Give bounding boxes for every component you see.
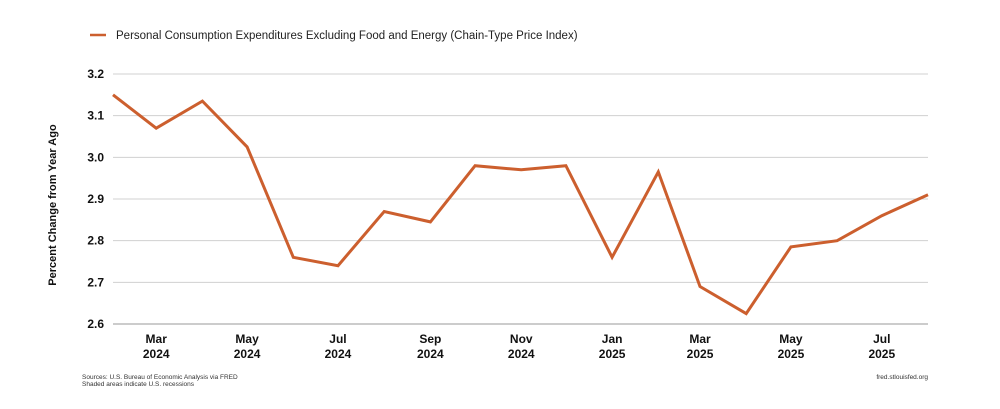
y-tick-label: 3.1 xyxy=(87,109,104,123)
x-tick-label-year: 2025 xyxy=(868,347,895,361)
x-tick-label-month: Jul xyxy=(873,332,890,346)
x-tick-label-year: 2025 xyxy=(599,347,626,361)
y-tick-label: 2.9 xyxy=(87,192,104,206)
y-tick-labels: 2.6 2.7 2.8 2.9 3.0 3.1 3.2 xyxy=(87,67,104,331)
y-tick-label: 2.8 xyxy=(87,234,104,248)
y-tick-label: 2.6 xyxy=(87,317,104,331)
x-tick-label-month: Nov xyxy=(510,332,533,346)
x-tick-label-month: Jan xyxy=(602,332,623,346)
x-tick-label-month: Sep xyxy=(419,332,441,346)
y-tick-label: 3.0 xyxy=(87,150,104,164)
x-tick-label-year: 2024 xyxy=(417,347,444,361)
series-line xyxy=(112,93,929,316)
x-tick-label-month: Jul xyxy=(329,332,346,346)
x-tick-label-month: Mar xyxy=(146,332,168,346)
series-layer xyxy=(112,93,929,316)
y-tick-label: 2.7 xyxy=(87,275,104,289)
x-tick-label-year: 2024 xyxy=(234,347,261,361)
x-tick-label-year: 2024 xyxy=(143,347,170,361)
x-tick-label-year: 2025 xyxy=(687,347,714,361)
y-axis-label: Percent Change from Year Ago xyxy=(47,124,59,286)
footer-site: fred.stlouisfed.org xyxy=(876,374,928,381)
x-tick-label-month: May xyxy=(235,332,259,346)
x-tick-labels: Mar2024May2024Jul2024Sep2024Nov2024Jan20… xyxy=(143,332,896,361)
footer-shading-note: Shaded areas indicate U.S. recessions xyxy=(82,381,195,388)
x-tick-label-year: 2024 xyxy=(325,347,352,361)
x-tick-label-month: May xyxy=(779,332,803,346)
gridlines xyxy=(113,73,928,325)
legend-label: Personal Consumption Expenditures Exclud… xyxy=(116,30,578,42)
footer-sources: Sources: U.S. Bureau of Economic Analysi… xyxy=(82,374,238,381)
x-tick-label-month: Mar xyxy=(689,332,711,346)
y-tick-label: 3.2 xyxy=(87,67,104,81)
x-tick-label-year: 2025 xyxy=(778,347,805,361)
legend: Personal Consumption Expenditures Exclud… xyxy=(90,30,578,42)
x-tick-label-year: 2024 xyxy=(508,347,535,361)
